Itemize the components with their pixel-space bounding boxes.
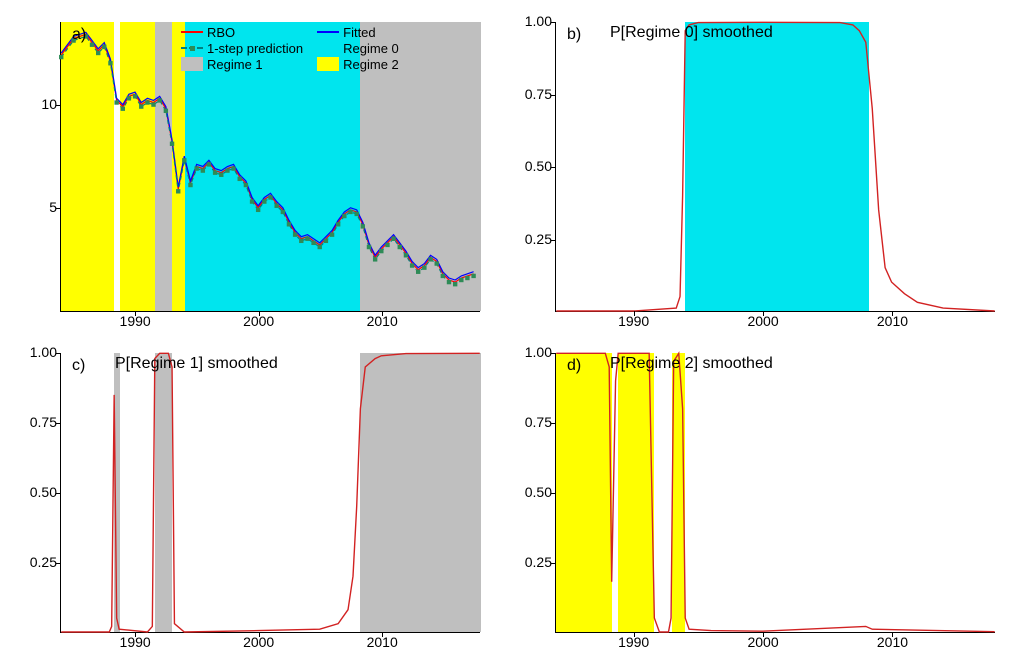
panel-c-title: P[Regime 1] smoothed [115,355,278,373]
panel-a: a) RBO1-step predictionRegime 1FittedReg… [60,22,480,312]
legend-item: Fitted [317,24,399,40]
panel-b-title: P[Regime 0] smoothed [610,24,773,42]
panel-d-plot: 0.250.500.751.00199020002010 [555,353,995,633]
legend-item: RBO [181,24,303,40]
panel-b-svg [556,22,995,311]
y-tick-label: 0.75 [525,414,556,430]
panel-b: b) P[Regime 0] smoothed 0.250.500.751.00… [555,22,995,312]
panel-a-legend: RBO1-step predictionRegime 1FittedRegime… [181,24,399,72]
y-tick-label: 0.75 [30,414,61,430]
y-tick-label: 0.75 [525,86,556,102]
panel-b-plot: 0.250.500.751.00199020002010 [555,22,995,312]
panel-d-label: d) [567,357,581,375]
y-tick-label: 1.00 [525,344,556,360]
panel-d-svg [556,353,995,632]
legend-item: Regime 0 [317,40,399,56]
legend-label: 1-step prediction [207,41,303,56]
panel-c-label: c) [72,357,85,375]
legend-label: Regime 1 [207,57,263,72]
legend-item: Regime 1 [181,56,303,72]
y-tick-label: 0.25 [30,554,61,570]
y-tick-label: 0.50 [525,158,556,174]
panel-d-title: P[Regime 2] smoothed [610,355,773,373]
legend-item: 1-step prediction [181,40,303,56]
panel-d: d) P[Regime 2] smoothed 0.250.500.751.00… [555,353,995,633]
y-tick-label: 0.50 [525,484,556,500]
y-tick-label: 0.25 [525,554,556,570]
panel-c: c) P[Regime 1] smoothed 0.250.500.751.00… [60,353,480,633]
legend-label: Regime 2 [343,57,399,72]
legend-item: Regime 2 [317,56,399,72]
y-tick-label: 0.25 [525,231,556,247]
legend-label: Regime 0 [343,41,399,56]
y-tick-label: 0.50 [30,484,61,500]
panel-b-label: b) [567,26,581,44]
panel-a-plot: RBO1-step predictionRegime 1FittedRegime… [60,22,480,312]
panel-c-svg [61,353,480,632]
legend-label: Fitted [343,25,376,40]
y-tick-label: 1.00 [30,344,61,360]
legend-label: RBO [207,25,235,40]
y-tick-label: 1.00 [525,13,556,29]
panel-c-plot: 0.250.500.751.00199020002010 [60,353,480,633]
panel-a-label: a) [72,26,86,44]
